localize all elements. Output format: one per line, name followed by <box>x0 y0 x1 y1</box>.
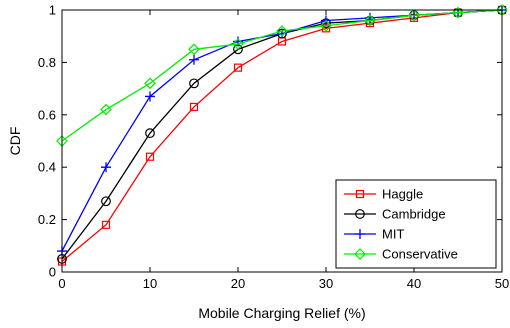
data-point-haggle <box>145 152 155 161</box>
data-point-conservative <box>408 9 420 22</box>
data-point-mit <box>277 28 287 39</box>
data-point-haggle <box>233 63 243 72</box>
series-line-haggle <box>61 9 503 263</box>
data-point-mit <box>101 162 111 173</box>
data-point-conservative <box>232 38 244 50</box>
legend-label: MIT <box>382 227 404 242</box>
y-tick-label: 0 <box>49 265 56 280</box>
data-point-conservative <box>364 14 376 27</box>
x-tick-label: 40 <box>407 276 421 291</box>
data-point-cambridge <box>101 196 111 207</box>
legend-box <box>335 179 497 269</box>
data-point-haggle <box>189 102 199 112</box>
data-point-haggle <box>101 220 111 229</box>
y-axis-title: CDF <box>7 127 23 156</box>
axes-box <box>61 9 503 273</box>
data-point-mit <box>365 12 375 23</box>
data-point-mit <box>145 91 155 102</box>
data-point-mit <box>233 36 243 47</box>
legend-item-conservative: Conservative <box>344 247 458 262</box>
legend-marker <box>355 209 365 219</box>
y-tick-label: 1 <box>49 3 56 18</box>
x-tick-label: 0 <box>58 276 65 291</box>
data-point-conservative <box>188 43 200 56</box>
data-point-cambridge <box>189 78 199 89</box>
y-tick-label: 0.2 <box>38 212 56 227</box>
data-point-conservative <box>276 25 288 37</box>
legend-marker <box>355 189 365 199</box>
series-layer <box>56 4 508 266</box>
x-tick-label: 10 <box>143 276 157 291</box>
legend-marker <box>354 248 366 260</box>
legend-label: Conservative <box>382 247 458 262</box>
legend: Haggle Cambridge MIT Conservative <box>335 179 497 269</box>
legend-item-haggle: Haggle <box>344 187 423 202</box>
legend-label: Haggle <box>382 187 423 202</box>
legend-item-mit: MIT <box>344 227 404 242</box>
data-point-conservative <box>452 6 464 19</box>
x-axis-title: Mobile Charging Relief (%) <box>198 305 365 321</box>
data-point-conservative <box>144 77 156 90</box>
x-tick-label: 20 <box>231 276 245 291</box>
series-conservative <box>56 4 508 147</box>
y-tick-label: 0.6 <box>38 107 56 122</box>
x-tick-label: 50 <box>495 276 509 291</box>
legend-item-cambridge: Cambridge <box>344 207 446 222</box>
x-tick-label: 30 <box>319 276 333 291</box>
y-tick-label: 0.4 <box>38 160 56 175</box>
series-line-conservative <box>61 9 503 142</box>
data-point-mit <box>189 54 199 65</box>
axes-layer: 0 10 20 30 40 50 0 0.2 0.4 0.6 0.8 1 <box>38 3 509 292</box>
y-tick-label: 0.8 <box>38 55 56 70</box>
data-point-conservative <box>320 19 332 32</box>
legend-label: Cambridge <box>382 207 446 222</box>
data-point-conservative <box>100 103 112 116</box>
data-point-cambridge <box>145 128 155 139</box>
legend-marker <box>355 229 365 239</box>
